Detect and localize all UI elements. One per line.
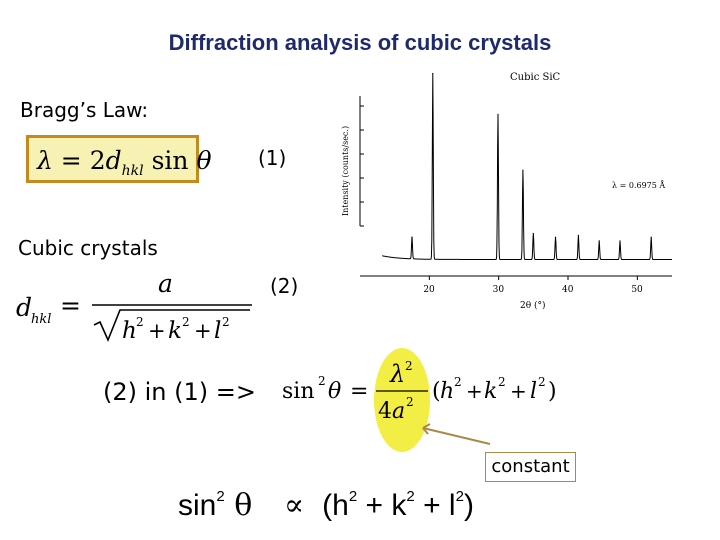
chart-peak [497,113,499,116]
chart-peak [650,236,652,238]
svg-text:2: 2 [136,315,144,329]
svg-text:4: 4 [378,399,392,424]
svg-text:2: 2 [538,375,546,389]
chart-peak [577,234,579,236]
svg-text:2: 2 [454,375,462,389]
svg-text:2: 2 [405,359,413,373]
chart-peak [598,240,600,242]
chart-peak [532,232,534,235]
chart-title: Cubic SiC [510,72,561,83]
svg-text:): ) [548,379,557,404]
page-title: Diffraction analysis of cubic crystals [168,30,552,55]
cubic-equation-number: (2) [270,274,299,298]
constant-arrow-line [422,427,491,445]
combined-equation: sin 2 θ = λ 2 4 a 2 ( h 2 + k 2 + l 2 ) [282,348,557,452]
svg-text:+: + [194,319,212,343]
svg-text:=: = [350,379,368,404]
svg-text:θ: θ [328,379,341,404]
svg-text:hkl: hkl [31,312,51,327]
svg-text:2: 2 [498,375,506,389]
bragg-equation-number: (1) [258,146,287,170]
svg-text:h: h [122,318,137,344]
svg-text:2: 2 [222,315,230,329]
combined-label: (2) in (1) => [103,378,256,406]
constant-highlight [374,348,430,452]
svg-text:k: k [168,318,182,344]
constant-label: constant [485,452,576,482]
svg-text:l: l [214,318,221,344]
svg-text:l: l [530,379,537,404]
svg-text:h: h [440,379,454,404]
cubic-heading: Cubic crystals [18,236,158,260]
interplanar-spacing-equation: d hkl = a h 2 + k 2 + l 2 [16,269,252,344]
bragg-heading: Bragg’s Law: [20,98,149,122]
chart-x-tick-label: 20 [423,285,435,295]
svg-text:(: ( [432,379,441,404]
svg-text:+: + [510,379,527,403]
chart-x-tick-label: 40 [562,285,574,295]
chart-xlabel: 2θ (°) [520,300,546,311]
chart-peak [619,240,621,242]
diffraction-pattern-chart: Cubic SiC λ = 0.6975 Å Intensity (counts… [341,72,672,311]
svg-text:2: 2 [318,374,326,388]
bragg-equation: λ = 2dhkl sin θ [37,146,212,179]
svg-text:d: d [16,293,32,322]
chart-x-tick-label: 30 [493,285,505,295]
svg-text:k: k [484,379,497,404]
chart-peak [522,169,524,171]
chart-x-tick-label: 50 [631,285,643,295]
proportionality-equation: sin2 θ ∝ (h2 + k2 + l2) [178,488,474,523]
chart-wavelength-annotation: λ = 0.6975 Å [612,181,665,190]
chart-peak [554,236,557,238]
svg-text:2: 2 [182,315,190,329]
svg-text:λ: λ [389,360,405,388]
svg-text:+: + [466,379,483,403]
svg-text:sin: sin [282,379,315,404]
chart-peak [411,236,413,238]
chart-ylabel: Intensity (counts/sec.) [341,126,350,216]
svg-text:a: a [158,269,173,298]
svg-text:+: + [148,319,166,343]
svg-text:2: 2 [406,395,414,409]
chart-peak [432,72,434,75]
svg-text:=: = [60,291,81,320]
bragg-equation-box: λ = 2dhkl sin θ [26,135,212,183]
svg-text:a: a [392,399,405,424]
chart-series-line [382,73,672,260]
